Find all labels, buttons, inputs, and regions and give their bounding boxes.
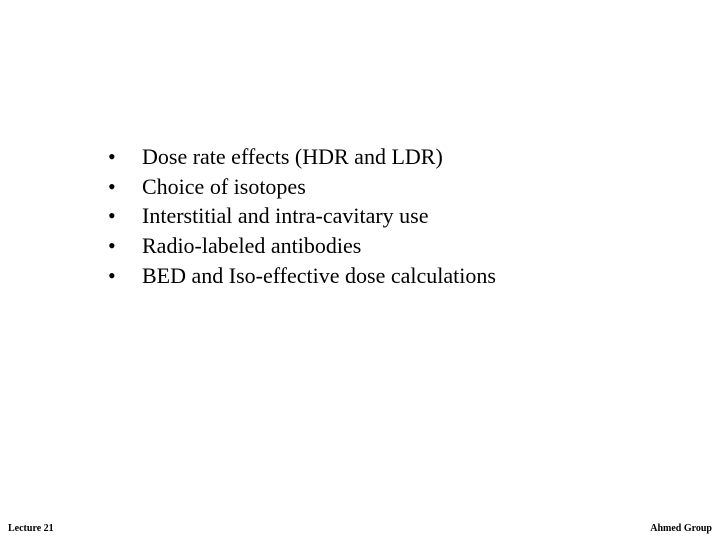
bullet-list: • Dose rate effects (HDR and LDR) • Choi… <box>108 142 660 290</box>
bullet-marker-icon: • <box>108 201 142 231</box>
list-item: • Choice of isotopes <box>108 172 660 202</box>
list-item: • Dose rate effects (HDR and LDR) <box>108 142 660 172</box>
bullet-text: Radio-labeled antibodies <box>142 231 660 261</box>
slide: • Dose rate effects (HDR and LDR) • Choi… <box>0 0 720 540</box>
bullet-text: Interstitial and intra-cavitary use <box>142 201 660 231</box>
list-item: • Interstitial and intra-cavitary use <box>108 201 660 231</box>
bullet-marker-icon: • <box>108 172 142 202</box>
bullet-marker-icon: • <box>108 142 142 172</box>
list-item: • BED and Iso-effective dose calculation… <box>108 261 660 291</box>
footer-right: Ahmed Group <box>650 523 712 534</box>
bullet-text: Choice of isotopes <box>142 172 660 202</box>
bullet-marker-icon: • <box>108 261 142 291</box>
footer-left: Lecture 21 <box>8 523 54 534</box>
bullet-text: BED and Iso-effective dose calculations <box>142 261 660 291</box>
bullet-marker-icon: • <box>108 231 142 261</box>
bullet-text: Dose rate effects (HDR and LDR) <box>142 142 660 172</box>
list-item: • Radio-labeled antibodies <box>108 231 660 261</box>
